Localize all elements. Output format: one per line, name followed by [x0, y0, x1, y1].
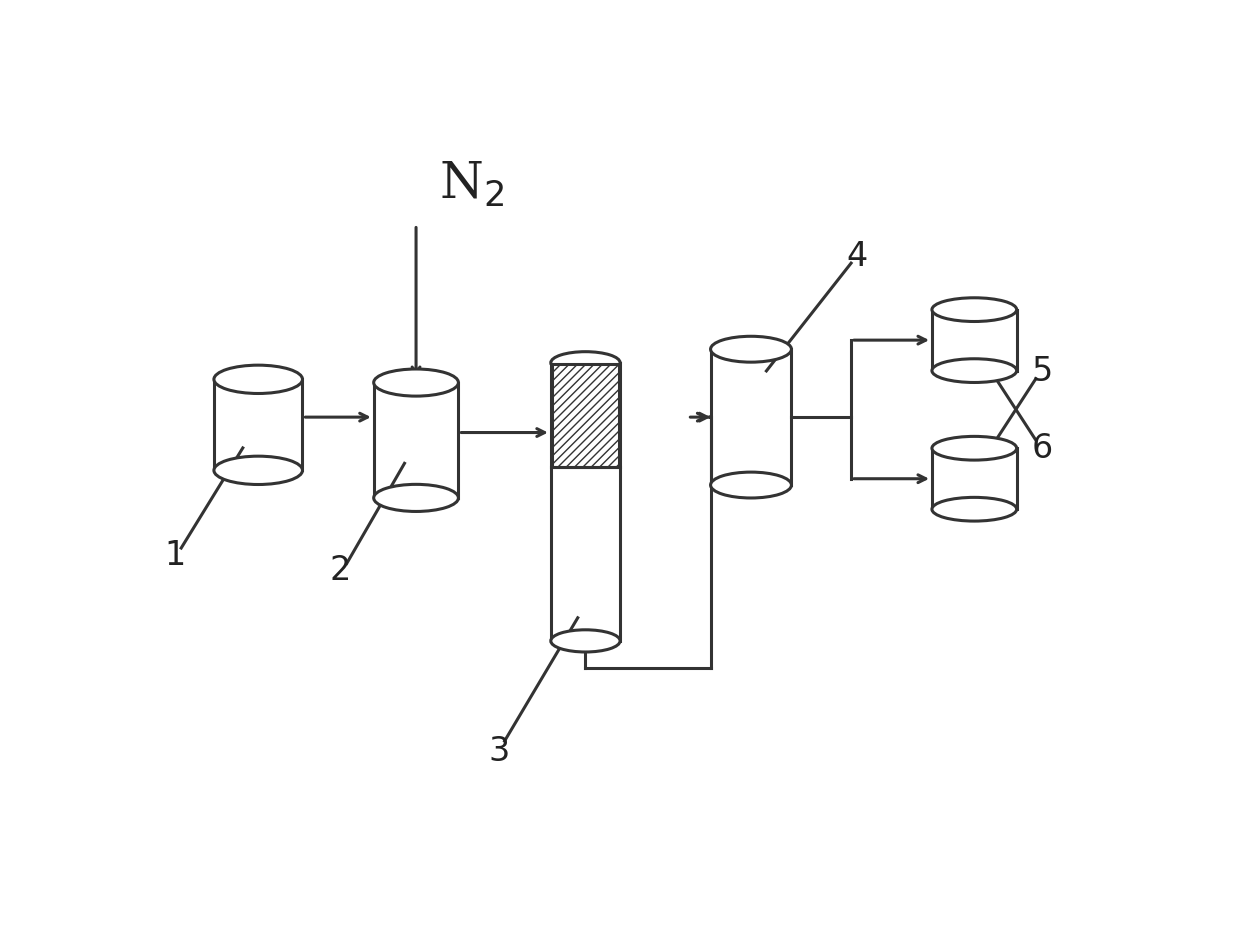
Text: 5: 5	[1032, 355, 1053, 388]
Ellipse shape	[551, 630, 620, 652]
Ellipse shape	[711, 337, 791, 363]
Bar	[932, 311, 1017, 372]
Bar	[552, 365, 619, 468]
Text: 2: 2	[330, 553, 351, 587]
Bar	[215, 380, 303, 471]
Ellipse shape	[932, 359, 1017, 383]
Ellipse shape	[551, 352, 620, 374]
Bar	[551, 363, 620, 641]
Text: 6: 6	[1032, 432, 1053, 465]
Text: N$_2$: N$_2$	[439, 161, 505, 210]
Ellipse shape	[373, 370, 459, 397]
Ellipse shape	[932, 498, 1017, 521]
Bar	[932, 448, 1017, 510]
Text: 1: 1	[165, 538, 186, 571]
Ellipse shape	[215, 366, 303, 394]
Ellipse shape	[373, 485, 459, 512]
Bar	[711, 350, 791, 486]
Ellipse shape	[932, 437, 1017, 461]
Text: 4: 4	[847, 240, 868, 272]
Bar	[373, 383, 459, 498]
Text: 3: 3	[489, 734, 510, 767]
Ellipse shape	[932, 299, 1017, 322]
Ellipse shape	[215, 457, 303, 485]
Ellipse shape	[711, 473, 791, 499]
